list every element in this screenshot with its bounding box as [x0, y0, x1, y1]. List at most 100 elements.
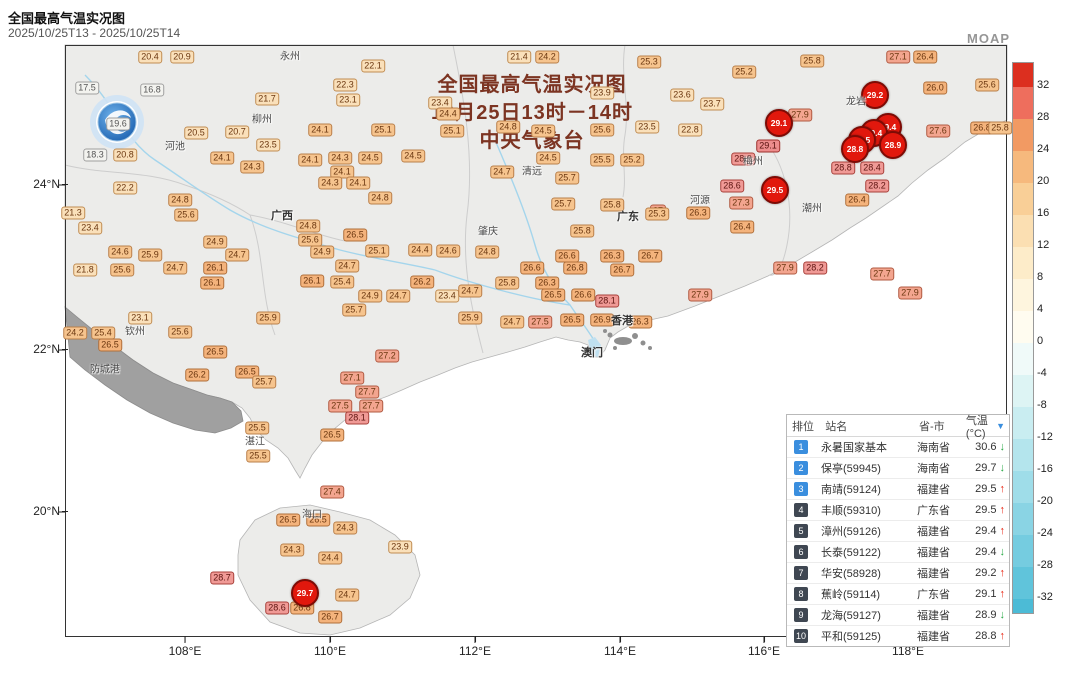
station-temp-label: 21.8	[73, 263, 97, 277]
highlight-station: 29.1	[765, 109, 793, 137]
temperature-cell: 29.1 ↑	[965, 588, 1009, 600]
station-temp-label: 25.7	[342, 303, 366, 317]
sort-descending-icon[interactable]: ▼	[996, 420, 1005, 431]
brand-label: MOAP	[967, 31, 1010, 46]
station-temp-label: 20.4	[138, 50, 162, 64]
station-temp-label: 25.8	[495, 276, 519, 290]
rank-cell: 3	[787, 482, 821, 496]
station-temp-label: 23.9	[388, 540, 412, 554]
station-temp-label: 27.9	[773, 261, 797, 275]
temperature-colorbar	[1012, 62, 1034, 614]
station-temp-label: 27.5	[528, 315, 552, 329]
station-temp-label: 24.1	[308, 123, 332, 137]
ranking-table[interactable]: 排位 站名 省-市 气温(°C) ▼ 1 永暑国家基本 海南省 30.6 ↓ 2 保亭(59…	[786, 414, 1010, 647]
station-temp-label: 23.5	[256, 138, 280, 152]
rank-badge: 7	[794, 566, 808, 580]
ranking-row[interactable]: 8 蕉岭(59114) 广东省 29.1 ↑	[787, 584, 1009, 605]
station-temp-label: 29.1	[756, 139, 780, 153]
station-temp-label: 26.0	[923, 81, 947, 95]
highlight-station: 29.5	[761, 176, 789, 204]
ranking-row[interactable]: 2 保亭(59945) 海南省 29.7 ↓	[787, 458, 1009, 479]
overlay-title-line1: 全国最高气温实况图	[437, 74, 627, 96]
station-temp-label: 28.2	[803, 261, 827, 275]
rank-cell: 4	[787, 503, 821, 517]
station-temp-label: 26.5	[203, 345, 227, 359]
station-temp-label: 24.1	[298, 153, 322, 167]
rank-badge: 1	[794, 440, 808, 454]
temperature-cell: 29.5 ↑	[965, 483, 1009, 495]
ranking-row[interactable]: 9 龙海(59127) 福建省 28.9 ↓	[787, 605, 1009, 626]
map-frame	[65, 45, 1007, 637]
longitude-tick-label: 112°E	[459, 636, 491, 658]
colorbar-tick-label: -8	[1037, 399, 1047, 411]
time-range: 2025/10/25T13 - 2025/10/25T14	[8, 26, 181, 40]
station-temp-label: 26.5	[320, 428, 344, 442]
colorbar-tick-label: -16	[1037, 463, 1053, 475]
station-name: 南靖(59124)	[821, 484, 881, 496]
rank-badge: 8	[794, 587, 808, 601]
station-temp-label: 26.4	[845, 193, 869, 207]
ranking-row[interactable]: 4 丰顺(59310) 广东省 29.5 ↑	[787, 500, 1009, 521]
station-temp-label: 24.8	[496, 120, 520, 134]
trend-up-icon: ↑	[999, 504, 1006, 516]
station-temp-label: 24.6	[108, 245, 132, 259]
station-temp-label: 21.4	[507, 50, 531, 64]
province-name: 福建省	[917, 631, 950, 643]
temperature-value: 29.5	[975, 504, 997, 516]
station-temp-label: 26.5	[306, 513, 330, 527]
colorbar-tick-label: 16	[1037, 207, 1050, 219]
ranking-row[interactable]: 6 长泰(59122) 福建省 29.4 ↓	[787, 542, 1009, 563]
station-temp-label: 25.8	[570, 224, 594, 238]
station-temp-label: 24.9	[203, 235, 227, 249]
station-temp-label: 22.8	[678, 123, 702, 137]
station-name: 龙海(59127)	[821, 610, 881, 622]
station-temp-label: 24.8	[168, 193, 192, 207]
colorbar-segment	[1013, 503, 1033, 535]
station-temp-label: 26.3	[628, 315, 652, 329]
province-name: 广东省	[917, 589, 950, 601]
trend-up-icon: ↑	[999, 588, 1006, 600]
trend-up-icon: ↑	[999, 630, 1006, 642]
station-temp-label: 27.1	[340, 371, 364, 385]
colorbar-tick-label: -28	[1037, 559, 1053, 571]
station-temp-label: 24.7	[163, 261, 187, 275]
station-temp-label: 25.1	[365, 244, 389, 258]
province-name: 福建省	[917, 484, 950, 496]
ranking-row[interactable]: 7 华安(58928) 福建省 29.2 ↑	[787, 563, 1009, 584]
rank-cell: 6	[787, 545, 821, 559]
station-temp-label: 25.6	[168, 325, 192, 339]
colorbar-segment	[1013, 247, 1033, 279]
province-name: 海南省	[917, 442, 950, 454]
station-temp-label: 23.7	[700, 97, 724, 111]
rank-cell: 7	[787, 566, 821, 580]
station-temp-label: 24.3	[328, 151, 352, 165]
station-temp-label: 26.4	[730, 220, 754, 234]
station-temp-label: 26.7	[610, 263, 634, 277]
station-temp-label: 25.9	[256, 311, 280, 325]
station-temp-label: 24.5	[531, 124, 555, 138]
station-temp-label: 26.1	[203, 261, 227, 275]
temperature-value: 29.4	[975, 525, 997, 537]
province-name: 福建省	[917, 526, 950, 538]
station-temp-label: 28.3	[731, 152, 755, 166]
colorbar-tick-label: 28	[1037, 111, 1050, 123]
weather-map[interactable]: 全国最高气温实况图 10月25日13时－14时 中央气象台 20.4 20.9 22…	[59, 44, 1012, 643]
colorbar-segment	[1013, 599, 1033, 613]
rank-cell: 10	[787, 629, 821, 643]
ranking-row[interactable]: 10 平和(59125) 福建省 28.8 ↑	[787, 626, 1009, 646]
station-name: 保亭(59945)	[821, 463, 881, 475]
city-label: 广东	[617, 211, 639, 223]
page-title: 全国最高气温实况图	[8, 11, 126, 26]
station-temp-label: 24.8	[368, 191, 392, 205]
longitude-tick-label: 116°E	[748, 636, 780, 658]
colorbar-tick-label: -32	[1037, 591, 1053, 603]
ranking-row[interactable]: 1 永暑国家基本 海南省 30.6 ↓	[787, 437, 1009, 458]
longitude-tick-label: 108°E	[168, 636, 202, 658]
station-temp-label: 28.2	[865, 179, 889, 193]
station-temp-label: 25.5	[590, 153, 614, 167]
station-temp-label: 22.1	[361, 59, 385, 73]
ranking-row[interactable]: 5 漳州(59126) 福建省 29.4 ↑	[787, 521, 1009, 542]
colorbar-segment	[1013, 535, 1033, 567]
station-temp-label: 24.5	[536, 151, 560, 165]
ranking-row[interactable]: 3 南靖(59124) 福建省 29.5 ↑	[787, 479, 1009, 500]
